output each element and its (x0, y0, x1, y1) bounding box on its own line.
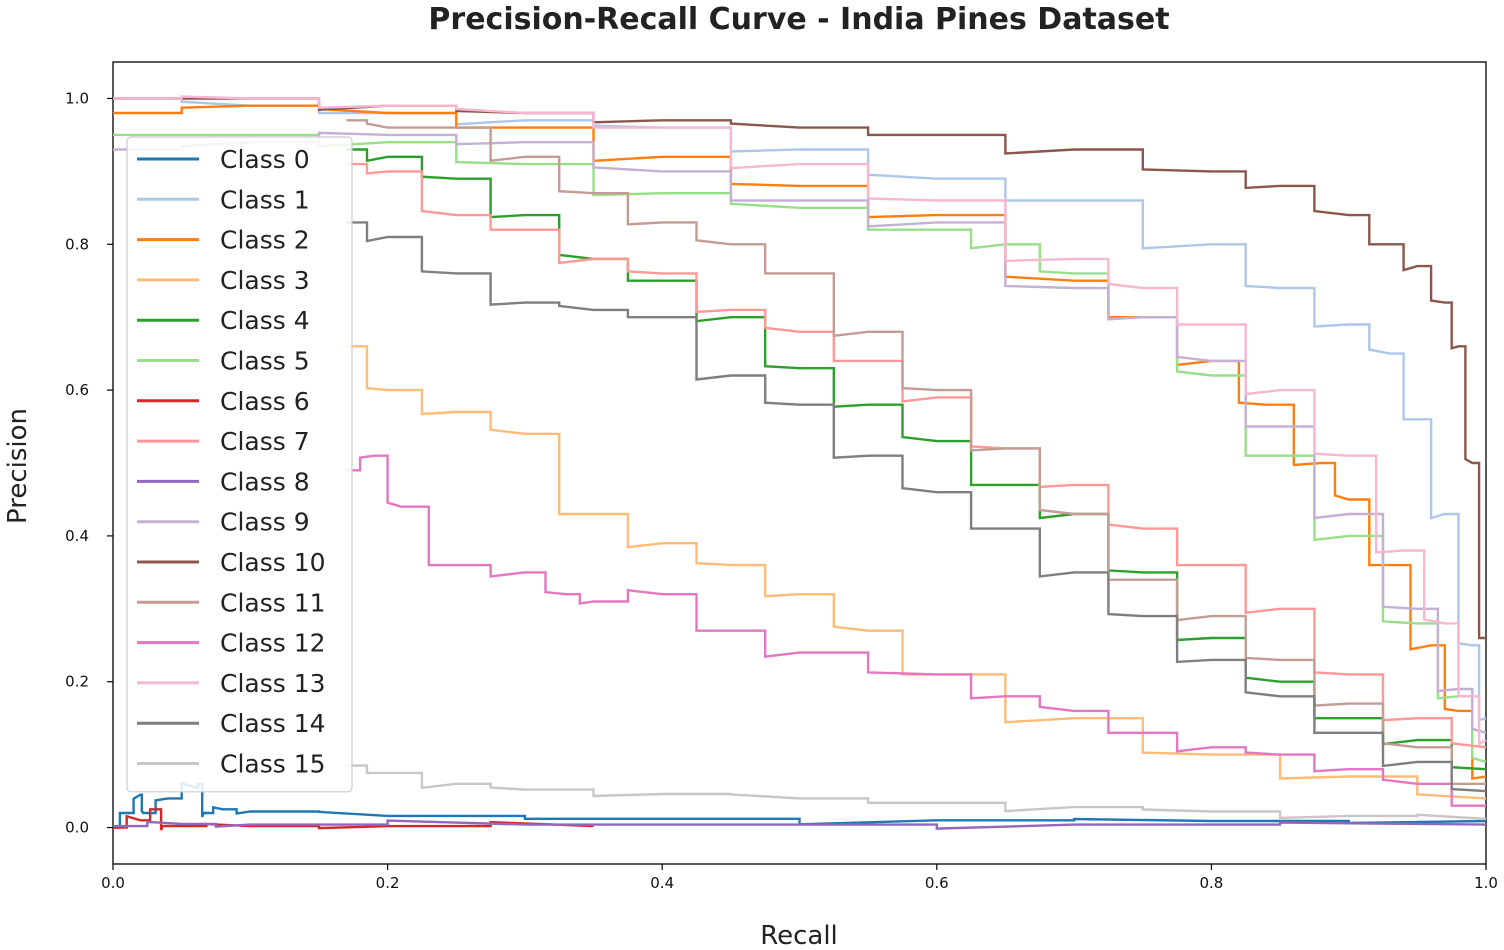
y-tick-label: 0.6 (65, 381, 89, 399)
plot-area-frame (112, 61, 1487, 865)
series-curve-class-13 (113, 95, 1487, 747)
legend-label: Class 11 (220, 588, 326, 617)
series-curve-class-14 (346, 221, 1487, 793)
series-curve-class-9 (113, 131, 1487, 734)
x-tick-label: 0.8 (1199, 874, 1223, 892)
legend-label: Class 3 (220, 266, 310, 295)
y-tick-label: 1.0 (65, 89, 89, 107)
legend-label: Class 2 (220, 226, 310, 255)
series-curve-class-15 (346, 764, 1487, 820)
legend-label: Class 4 (220, 306, 310, 335)
legend-label: Class 5 (220, 347, 310, 376)
y-tick-label: 0.2 (65, 673, 89, 691)
y-tick-label: 0.8 (65, 235, 89, 253)
x-tick-label: 0.2 (376, 874, 400, 892)
legend-label: Class 9 (220, 508, 310, 537)
legend: Class 0 Class 1 Class 2 Class 3 Class 4 Class… (126, 136, 353, 793)
series-curve-class-6 (113, 808, 594, 831)
series-curve-class-4 (346, 148, 1487, 771)
series-curve-class-12 (346, 454, 1486, 807)
legend-label: Class 15 (220, 750, 326, 779)
series-curve-class-3 (346, 345, 1487, 800)
series-curves (113, 95, 1487, 831)
legend-label: Class 6 (220, 387, 310, 416)
legend-label: Class 1 (220, 185, 310, 214)
series-curve-class-8 (113, 819, 1487, 830)
x-tick-label: 1.0 (1474, 874, 1498, 892)
legend-label: Class 13 (220, 669, 326, 698)
y-axis-label: Precision (3, 408, 33, 524)
x-tick-label: 0.0 (101, 874, 125, 892)
legend-label: Class 7 (220, 427, 310, 456)
x-axis-label: Recall (760, 921, 838, 950)
y-tick-label: 0.0 (65, 819, 89, 837)
x-tick-label: 0.6 (925, 874, 949, 892)
legend-label: Class 12 (220, 629, 326, 658)
chart-title: Precision-Recall Curve - India Pines Dat… (428, 2, 1169, 37)
series-curve-class-11 (346, 119, 1486, 785)
y-tick-label: 0.4 (65, 527, 89, 545)
legend-label: Class 10 (220, 548, 326, 577)
legend-label: Class 14 (220, 709, 326, 738)
legend-box (126, 136, 353, 793)
legend-label: Class 0 (220, 145, 310, 174)
legend-label: Class 8 (220, 467, 310, 496)
x-tick-label: 0.4 (650, 874, 674, 892)
axes: 0.0 0.2 0.4 0.6 0.8 1.0 0.0 0.2 0.4 0.6 0.8 1.0 (65, 89, 1498, 892)
